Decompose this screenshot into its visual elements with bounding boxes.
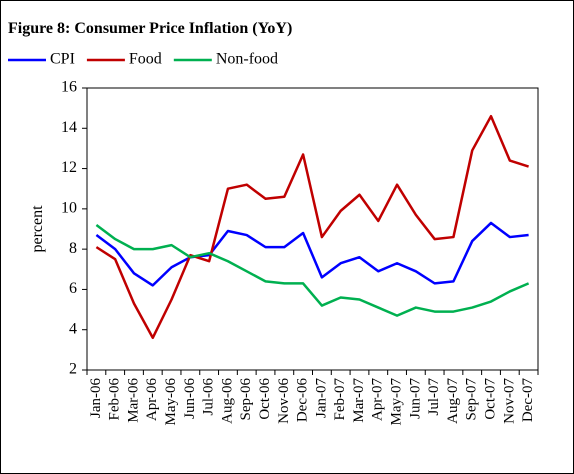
series-line	[95, 223, 530, 317]
x-tick-label: Mar-06	[125, 378, 141, 423]
x-tick-label: Jan-06	[88, 378, 104, 418]
x-tick-label: Oct-07	[482, 378, 498, 420]
x-tick-label: Apr-06	[144, 378, 160, 422]
y-tick-label: 6	[69, 280, 77, 297]
x-tick-label: Aug-06	[219, 378, 235, 424]
x-tick-label: Nov-07	[501, 378, 517, 424]
legend-label: Food	[129, 51, 162, 68]
series-line	[95, 114, 529, 340]
y-tick-label: 4	[69, 320, 77, 337]
y-tick-label: 8	[69, 240, 77, 257]
x-tick-label: Sep-07	[464, 378, 480, 421]
chart-title: Figure 8: Consumer Price Inflation (YoY)	[8, 20, 292, 37]
x-tick-label: Apr-07	[370, 378, 386, 422]
x-tick-label: Aug-07	[445, 378, 461, 424]
x-tick-label: Jun-06	[182, 378, 198, 419]
y-tick-label: 10	[61, 200, 77, 217]
x-tick-label: Jun-07	[407, 378, 423, 419]
y-tick-label: 2	[69, 361, 77, 378]
x-tick-label: Jan-07	[313, 378, 329, 418]
x-tick-label: May-07	[389, 378, 405, 426]
x-tick-label: Jul-07	[426, 378, 442, 416]
x-tick-label: Sep-06	[238, 378, 254, 421]
legend-label: Non-food	[216, 51, 278, 68]
x-tick-label: Jul-06	[201, 378, 217, 416]
x-tick-label: Nov-06	[276, 378, 292, 424]
y-axis-label: percent	[29, 205, 46, 253]
x-tick-label: Feb-07	[332, 378, 348, 421]
y-tick-label: 14	[61, 119, 77, 136]
x-tick-label: Feb-06	[107, 378, 123, 421]
y-tick-label: 16	[61, 79, 77, 96]
x-tick-label: Oct-06	[257, 378, 273, 420]
x-tick-label: Dec-07	[520, 378, 536, 423]
x-tick-label: Dec-06	[295, 378, 311, 423]
legend-label: CPI	[50, 51, 75, 68]
series-line	[95, 221, 529, 287]
x-tick-label: Mar-07	[351, 378, 367, 423]
x-tick-label: May-06	[163, 378, 179, 426]
y-tick-label: 12	[61, 159, 77, 176]
